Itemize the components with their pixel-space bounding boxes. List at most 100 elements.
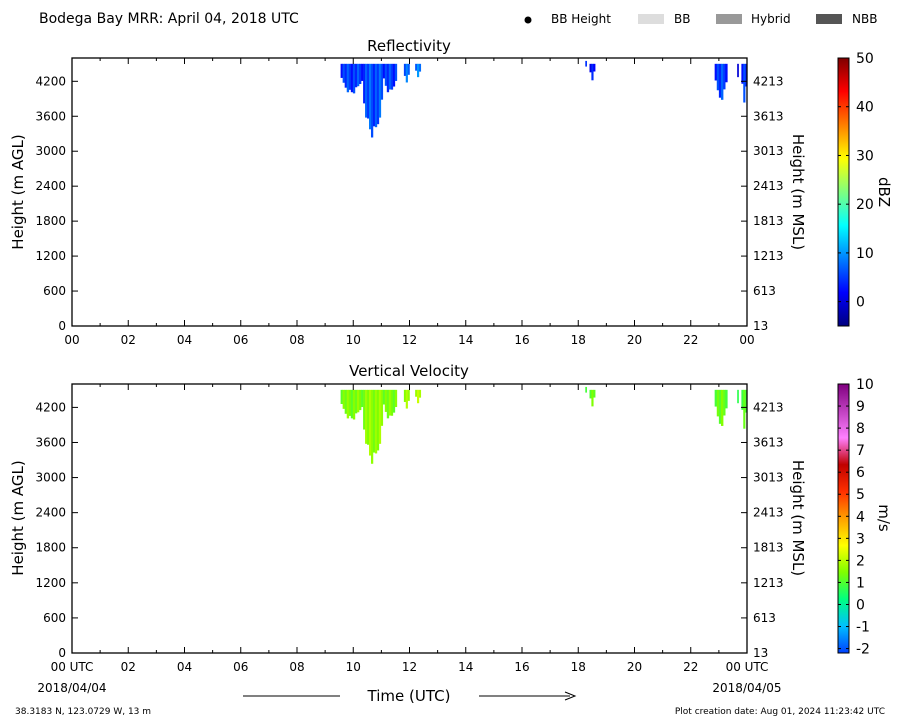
reflectivity-plot-frame	[71, 57, 748, 327]
reflectivity-ylabel-right: Height (m MSL)	[789, 134, 807, 250]
echo-bar	[378, 63, 382, 118]
y-tick-label: 1200	[35, 576, 66, 590]
echo-bar	[384, 63, 388, 86]
echo-bar	[354, 63, 358, 88]
echo-bar	[386, 389, 390, 419]
y-right-tick-label: 3013	[753, 471, 784, 485]
echo-bar	[361, 389, 364, 408]
y-tick-label: 3600	[35, 109, 66, 123]
x-tick-label: 06	[233, 333, 248, 347]
echo-bar	[589, 63, 592, 73]
x-tick-label: 00	[64, 333, 79, 347]
x-tick-label: 22	[683, 333, 698, 347]
echo-bar	[356, 389, 360, 413]
colorbar-tick-label: 4	[856, 509, 865, 525]
echo-bar	[356, 63, 360, 87]
colorbar-tick-label: 20	[856, 197, 874, 213]
colorbar-tick-label: 3	[856, 531, 865, 547]
echo-bar	[390, 389, 394, 416]
echo-bar	[417, 389, 420, 404]
echo-bar	[382, 389, 386, 405]
echo-bar	[737, 389, 739, 404]
colorbar-tick-label: 10	[856, 377, 874, 393]
echo-bar	[716, 63, 720, 91]
colorbar-tick-label: 2	[856, 553, 865, 569]
y-right-tick-label: 1213	[753, 249, 784, 263]
echo-bar	[370, 389, 374, 464]
colorbar-tick-label: 6	[856, 465, 865, 481]
y-tick-label: 1200	[35, 249, 66, 263]
reflectivity-panel: Reflectivity Height (m AGL) Height (m MS…	[9, 37, 893, 347]
echo-bar	[352, 63, 356, 94]
echo-bar	[415, 389, 418, 397]
y-right-tick-label: 4213	[753, 400, 784, 414]
x-tick-label: 00 UTC	[51, 660, 94, 674]
echo-bar	[714, 389, 718, 407]
echo-bar	[394, 389, 398, 408]
echo-bar	[346, 389, 350, 419]
location-text: 38.3183 N, 123.0729 W, 13 m	[15, 707, 151, 717]
velocity-ticks	[71, 384, 748, 654]
echo-bar	[372, 63, 376, 127]
colorbar-tick-label: -2	[856, 642, 870, 658]
arrow-right-icon	[564, 691, 577, 701]
y-tick-label: 2400	[35, 506, 66, 520]
echo-bar	[741, 389, 744, 410]
echo-bar	[390, 63, 394, 90]
x-tick-label: 22	[683, 660, 698, 674]
x-tick-label: 12	[402, 660, 417, 674]
y-tick-label: 0	[58, 646, 66, 660]
echo-bar	[374, 63, 378, 128]
y-right-tick-label: 4213	[753, 74, 784, 88]
figure-title: Bodega Bay MRR: April 04, 2018 UTC	[39, 11, 299, 27]
echo-bar	[340, 63, 343, 78]
colorbar-tick-label: 5	[856, 487, 865, 503]
y-tick-label: 3000	[35, 471, 66, 485]
y-tick-label: 600	[43, 611, 66, 625]
echo-bar	[388, 63, 392, 90]
echo-bar	[380, 389, 384, 426]
colorbar-tick-label: -1	[856, 620, 870, 636]
velocity-colorbar-ticks	[838, 383, 849, 650]
x-tick-label: 02	[121, 660, 136, 674]
y-right-tick-label: 1813	[753, 541, 784, 555]
y-right-tick-label: 2413	[753, 506, 784, 520]
velocity-colorbar	[837, 383, 850, 654]
echo-bar	[386, 63, 390, 93]
echo-bar	[403, 63, 407, 76]
echo-bar	[589, 389, 592, 399]
x-tick-label: 20	[627, 660, 642, 674]
echo-bar	[350, 63, 354, 93]
x-tick-label: 12	[402, 333, 417, 347]
echo-bar	[720, 389, 724, 426]
echo-bar	[743, 63, 746, 103]
x-date-start: 2018/04/04	[37, 681, 106, 695]
echo-bar	[743, 389, 746, 429]
echo-bar	[376, 63, 380, 125]
echo-bar	[407, 63, 410, 75]
y-tick-label: 3600	[35, 435, 66, 449]
echo-bar	[348, 63, 352, 90]
echo-bar	[714, 63, 718, 81]
x-tick-label: 06	[233, 660, 248, 674]
y-tick-label: 1800	[35, 214, 66, 228]
reflectivity-colorbar	[837, 57, 850, 327]
echo-bar	[359, 389, 362, 411]
echo-bar	[344, 389, 348, 414]
reflectivity-ylabel: Height (m AGL)	[9, 134, 27, 249]
x-tick-label: 14	[458, 660, 473, 674]
colorbar-tick-label: 10	[856, 246, 874, 262]
x-tick-label: 00 UTC	[726, 660, 769, 674]
echo-bar	[415, 63, 418, 71]
y-tick-label: 600	[43, 284, 66, 298]
x-tick-label: 04	[177, 660, 192, 674]
echo-bar	[585, 386, 587, 393]
echo-bar	[591, 389, 594, 407]
velocity-colorbar-tick-labels: -2 -1 0 1 2 3 4 5 6 7 8 9 10	[856, 377, 874, 658]
echo-bar	[394, 63, 398, 81]
creation-date-text: Plot creation date: Aug 01, 2024 11:23:4…	[675, 707, 885, 717]
legend-label-hybrid: Hybrid	[751, 12, 791, 26]
velocity-ylabel-right: Height (m MSL)	[789, 460, 807, 576]
reflectivity-echo-layer	[340, 60, 748, 138]
legend-label-bb: BB	[674, 12, 690, 26]
